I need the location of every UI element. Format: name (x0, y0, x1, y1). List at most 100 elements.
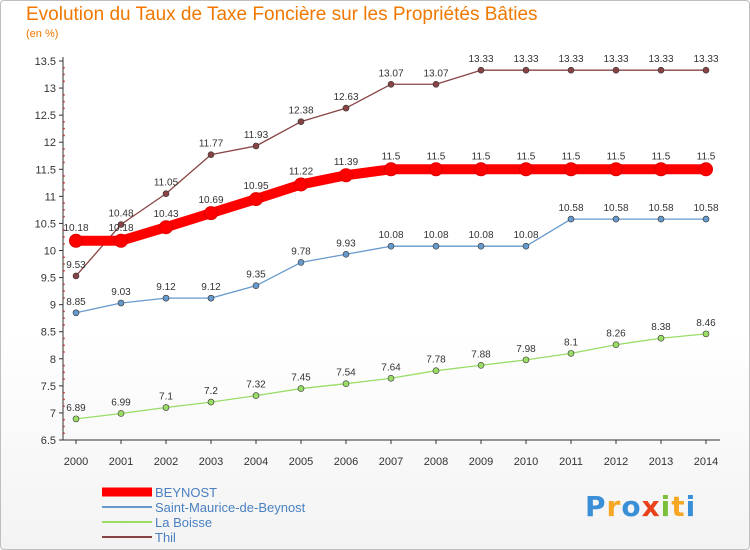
y-minor-tick (63, 263, 65, 265)
data-point (657, 334, 665, 342)
data-point (342, 250, 350, 258)
data-point (162, 190, 170, 197)
x-tick-label: 2009 (469, 456, 493, 468)
data-point (387, 242, 395, 250)
data-point (207, 294, 215, 302)
y-minor-tick (63, 121, 65, 123)
y-tick-label: 10.5 (35, 218, 56, 230)
data-label: 11.5 (382, 151, 401, 162)
data-point (702, 215, 710, 223)
data-label: 7.54 (336, 368, 356, 379)
data-point (432, 80, 440, 88)
y-minor-tick (63, 378, 65, 380)
data-point (477, 361, 485, 369)
y-minor-tick (63, 351, 65, 353)
y-tick-label: 13.5 (35, 56, 56, 68)
x-tick-label: 2001 (109, 456, 133, 468)
data-label: 11.39 (334, 157, 359, 168)
logo-letter: i (685, 490, 697, 523)
data-point (564, 162, 578, 177)
data-point (474, 162, 488, 177)
data-point (567, 215, 575, 223)
proxiti-logo: Proxiti (585, 490, 696, 523)
y-minor-tick (63, 175, 65, 177)
data-point (387, 80, 395, 88)
data-label: 11.5 (562, 151, 581, 162)
y-minor-tick (63, 425, 65, 428)
data-point (612, 341, 620, 349)
y-minor-tick (63, 107, 65, 110)
data-point (654, 162, 668, 177)
data-point (342, 380, 350, 387)
data-label: 8.38 (651, 322, 671, 333)
data-point (207, 398, 215, 406)
logo-letter: x (641, 490, 661, 523)
data-point (117, 299, 125, 307)
data-label: 8.26 (606, 329, 626, 340)
legend-label: Thil (155, 530, 176, 545)
data-label: 11.5 (652, 151, 671, 162)
x-tick-label: 2008 (424, 456, 448, 468)
data-point (657, 215, 665, 223)
x-tick-label: 2002 (154, 456, 178, 468)
x-tick-label: 2006 (334, 456, 358, 468)
y-minor-tick (63, 127, 65, 130)
data-label: 9.12 (156, 282, 176, 293)
y-minor-tick (63, 100, 65, 103)
data-point (384, 162, 398, 177)
y-minor-tick (63, 324, 65, 326)
y-minor-tick (63, 317, 65, 320)
data-label: 11.22 (289, 166, 314, 177)
data-point (162, 294, 170, 302)
data-point (252, 282, 260, 289)
data-label: 10.95 (243, 181, 268, 192)
y-minor-tick (63, 148, 65, 150)
y-tick-label: 10 (44, 246, 56, 258)
data-label: 10.58 (693, 203, 718, 214)
x-tick-label: 2014 (694, 456, 718, 468)
data-label: 13.33 (603, 54, 628, 65)
logo-letter: r (606, 490, 622, 523)
y-minor-tick (63, 181, 65, 184)
data-point (429, 162, 443, 177)
logo-letter: t (671, 490, 686, 523)
x-tick-label: 2000 (64, 456, 88, 468)
data-point (69, 233, 83, 248)
data-point (522, 66, 530, 74)
data-label: 12.63 (333, 92, 358, 103)
legend-label: Saint-Maurice-de-Beynost (155, 500, 306, 515)
data-label: 13.33 (513, 54, 538, 65)
data-label: 11.05 (154, 178, 179, 189)
data-label: 11.5 (472, 151, 491, 162)
data-point (294, 177, 308, 192)
y-tick-label: 12.5 (35, 110, 56, 122)
data-label: 7.88 (471, 349, 491, 360)
x-tick-label: 2007 (379, 456, 403, 468)
data-label: 9.35 (246, 270, 266, 281)
data-label: 7.45 (291, 373, 311, 384)
y-minor-tick (63, 283, 65, 286)
data-label: 13.33 (468, 54, 493, 65)
data-point (159, 220, 173, 235)
logo-letter: P (585, 490, 607, 523)
data-label: 13.07 (378, 68, 403, 79)
data-point (72, 272, 80, 280)
x-tick-label: 2010 (514, 456, 538, 468)
data-point (297, 385, 305, 392)
y-minor-tick (63, 134, 65, 137)
y-tick-label: 12 (44, 137, 56, 149)
x-tick-label: 2011 (559, 456, 583, 468)
y-minor-tick (63, 208, 65, 211)
y-minor-tick (63, 242, 65, 245)
y-tick-label: 8.5 (41, 327, 56, 339)
data-label: 8.1 (564, 337, 578, 348)
data-point (609, 162, 623, 177)
data-point (567, 350, 575, 357)
data-label: 13.33 (558, 54, 583, 65)
data-point (432, 242, 440, 250)
y-minor-tick (63, 344, 65, 347)
x-tick-label: 2003 (199, 456, 223, 468)
data-point (252, 142, 260, 150)
data-point (477, 66, 485, 74)
data-point (432, 367, 440, 374)
